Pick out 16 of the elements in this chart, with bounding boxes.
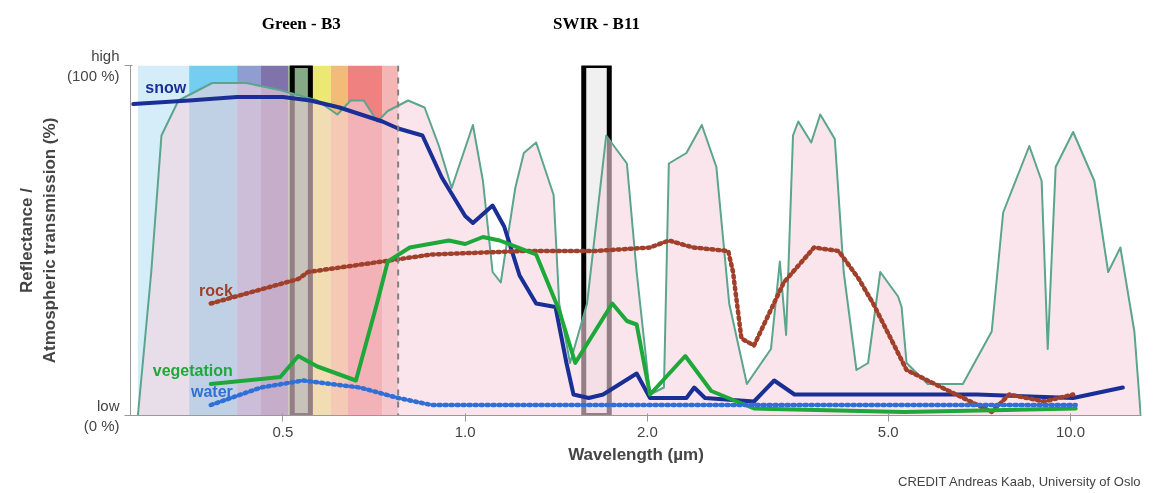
y-axis-title: Reflectance / Atmospheric transmission (%) [17, 117, 59, 364]
series-label: snow [145, 79, 187, 96]
x-axis-title: Wavelength (µm) [568, 444, 704, 464]
x-tick-label: 5.0 [877, 422, 899, 440]
series-label: vegetation [152, 362, 233, 379]
text: CREDIT Andreas Kaab, University of Oslo [898, 473, 1141, 489]
x-tick-label: 1.0 [454, 422, 476, 440]
band-label: SWIR - B11 [553, 13, 640, 33]
x-tick-label: 0.5 [272, 422, 294, 440]
x-tick-label: 2.0 [636, 422, 658, 440]
series-label: rock [198, 281, 233, 299]
band-label: Green - B3 [261, 13, 341, 33]
y-tick-label: high (100 %) [66, 46, 120, 85]
y-tick-label: low (0 %) [83, 396, 120, 435]
series-label: water [189, 383, 233, 400]
x-tick-label: 10.0 [1055, 422, 1086, 440]
